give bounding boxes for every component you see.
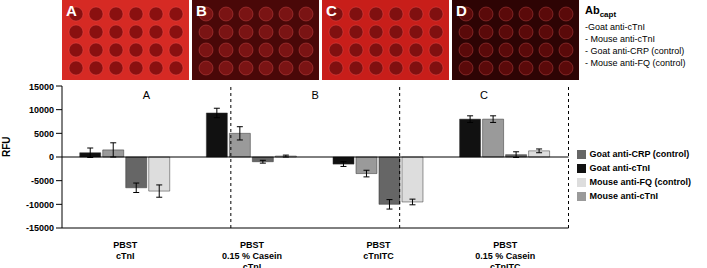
svg-text:B: B <box>312 89 319 101</box>
svg-text:PBST: PBST <box>367 240 392 250</box>
svg-text:5000: 5000 <box>34 129 54 139</box>
svg-text:PBST: PBST <box>113 240 138 250</box>
svg-text:0.15 % Casein: 0.15 % Casein <box>222 251 282 261</box>
svg-text:10000: 10000 <box>29 105 54 115</box>
svg-text:- Goat anti-CRP (control): - Goat anti-CRP (control) <box>585 46 684 56</box>
svg-text:cTnI: cTnI <box>116 251 135 261</box>
svg-text:PBST: PBST <box>493 240 518 250</box>
html-text:Mouse anti-cTnI: Mouse anti-cTnI <box>589 191 658 201</box>
svg-text:- Mouse anti-FQ (control): - Mouse anti-FQ (control) <box>585 58 686 68</box>
svg-text:- Mouse anti-cTnI: - Mouse anti-cTnI <box>585 34 655 44</box>
html-text:Goat anti-cTnI: Goat anti-cTnI <box>589 163 650 173</box>
svg-text:cTnITC: cTnITC <box>363 251 394 261</box>
svg-text:D: D <box>456 2 467 19</box>
svg-text:-5000: -5000 <box>31 176 54 186</box>
html-text:Mouse anti-FQ (control): Mouse anti-FQ (control) <box>589 177 691 187</box>
svg-text:15000: 15000 <box>29 82 54 92</box>
svg-text:A: A <box>143 89 151 101</box>
svg-text:-10000: -10000 <box>26 200 54 210</box>
svg-text:RFU: RFU <box>1 136 12 157</box>
svg-text:C: C <box>480 89 488 101</box>
svg-text:C: C <box>326 2 337 19</box>
svg-text:cTnI: cTnI <box>243 262 262 268</box>
svg-text:0: 0 <box>49 152 54 162</box>
svg-text:0.15 % Casein: 0.15 % Casein <box>475 251 535 261</box>
svg-text:A: A <box>66 2 77 19</box>
svg-text:Abcapt: Abcapt <box>585 4 616 19</box>
svg-text:B: B <box>196 2 207 19</box>
svg-text:-Goat anti-cTnI: -Goat anti-cTnI <box>585 22 645 32</box>
html-text:Goat anti-CRP (control): Goat anti-CRP (control) <box>589 149 690 159</box>
svg-text:-15000: -15000 <box>26 223 54 233</box>
svg-text:cTnITC: cTnITC <box>490 262 521 268</box>
svg-text:PBST: PBST <box>240 240 265 250</box>
